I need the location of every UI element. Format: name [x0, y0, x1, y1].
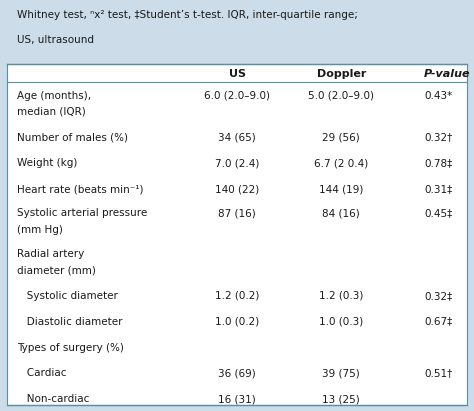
Text: 6.7 (2 0.4): 6.7 (2 0.4)	[314, 158, 368, 169]
Text: 0.32‡: 0.32‡	[424, 291, 453, 301]
Text: Whitney test, ⁿx² test, ‡Student’s t-test. IQR, inter-quartile range;: Whitney test, ⁿx² test, ‡Student’s t-tes…	[17, 10, 357, 20]
Text: Doppler: Doppler	[317, 69, 366, 79]
Text: 36 (69): 36 (69)	[218, 368, 256, 379]
Text: 84 (16): 84 (16)	[322, 208, 360, 219]
Text: Heart rate (beats min⁻¹): Heart rate (beats min⁻¹)	[17, 184, 143, 194]
Text: 29 (56): 29 (56)	[322, 132, 360, 143]
Text: Cardiac: Cardiac	[17, 368, 66, 379]
Text: 39 (75): 39 (75)	[322, 368, 360, 379]
Text: US, ultrasound: US, ultrasound	[17, 35, 93, 45]
Text: 0.51†: 0.51†	[424, 368, 453, 379]
Text: 7.0 (2.4): 7.0 (2.4)	[215, 158, 259, 169]
Text: median (IQR): median (IQR)	[17, 107, 85, 117]
Text: 0.43*: 0.43*	[424, 90, 453, 101]
Text: Systolic arterial pressure: Systolic arterial pressure	[17, 208, 147, 219]
Text: 16 (31): 16 (31)	[218, 394, 256, 404]
Text: diameter (mm): diameter (mm)	[17, 265, 95, 275]
Text: Radial artery: Radial artery	[17, 249, 84, 259]
Text: 13 (25): 13 (25)	[322, 394, 360, 404]
Text: 34 (65): 34 (65)	[218, 132, 256, 143]
Text: US: US	[228, 69, 246, 79]
Text: 6.0 (2.0–9.0): 6.0 (2.0–9.0)	[204, 90, 270, 101]
Text: 1.0 (0.3): 1.0 (0.3)	[319, 316, 364, 327]
Text: 0.45‡: 0.45‡	[424, 208, 453, 219]
Text: 140 (22): 140 (22)	[215, 184, 259, 194]
Text: Age (months),: Age (months),	[17, 90, 91, 101]
Text: 1.0 (0.2): 1.0 (0.2)	[215, 316, 259, 327]
Text: 5.0 (2.0–9.0): 5.0 (2.0–9.0)	[308, 90, 374, 101]
Text: 144 (19): 144 (19)	[319, 184, 364, 194]
Text: 0.67‡: 0.67‡	[424, 316, 453, 327]
Text: Diastolic diameter: Diastolic diameter	[17, 316, 122, 327]
Text: 0.78‡: 0.78‡	[424, 158, 453, 169]
Text: 0.31‡: 0.31‡	[424, 184, 453, 194]
Text: P-value: P-value	[424, 69, 471, 79]
Text: 1.2 (0.2): 1.2 (0.2)	[215, 291, 259, 301]
Text: 0.32†: 0.32†	[424, 132, 453, 143]
Text: Types of surgery (%): Types of surgery (%)	[17, 342, 123, 353]
Text: Non-cardiac: Non-cardiac	[17, 394, 89, 404]
Text: Systolic diameter: Systolic diameter	[17, 291, 118, 301]
Text: Number of males (%): Number of males (%)	[17, 132, 128, 143]
Text: 87 (16): 87 (16)	[218, 208, 256, 219]
Text: Weight (kg): Weight (kg)	[17, 158, 77, 169]
Text: 1.2 (0.3): 1.2 (0.3)	[319, 291, 364, 301]
Text: (mm Hg): (mm Hg)	[17, 225, 63, 235]
